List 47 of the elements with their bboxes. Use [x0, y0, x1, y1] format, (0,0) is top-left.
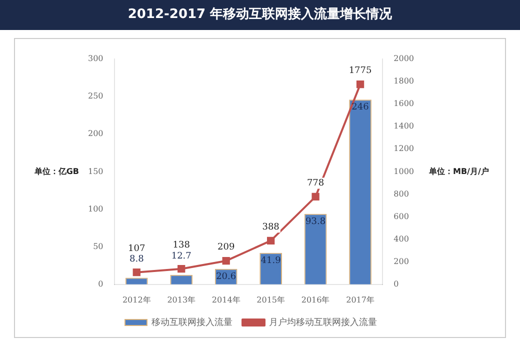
point — [356, 80, 364, 88]
data-label: 388 — [262, 222, 280, 233]
x-tick-label: 2013年 — [167, 295, 196, 304]
x-tick-label: 2017年 — [346, 295, 374, 304]
x-tick-label: 2016年 — [301, 295, 330, 304]
point — [132, 268, 140, 276]
y2-tick-label: 400 — [394, 234, 409, 244]
data-label: 12.7 — [171, 252, 192, 262]
y-tick-label: 50 — [93, 242, 104, 251]
legend-label: 月户均移动互联网接入流量 — [269, 316, 377, 328]
y-axis-title: 单位：亿GB — [33, 166, 79, 176]
data-label: 20.6 — [216, 272, 236, 282]
y-tick-label: 200 — [88, 129, 104, 138]
y2-tick-label: 2000 — [394, 54, 414, 64]
y-tick-label: 100 — [88, 204, 104, 214]
y-tick-label: 250 — [88, 92, 104, 101]
y2-tick-label: 600 — [394, 212, 409, 221]
y-tick-label: 150 — [88, 166, 104, 176]
x-tick-label: 2015年 — [256, 295, 285, 304]
y-tick-label: 0 — [98, 279, 104, 288]
y2-tick-label: 200 — [394, 256, 409, 266]
y2-tick-label: 1600 — [394, 99, 414, 108]
y2-axis-title: 单位：MB/月/户 — [428, 166, 489, 176]
data-label: 778 — [306, 178, 324, 189]
data-label: 209 — [217, 242, 235, 253]
point — [178, 265, 186, 273]
point — [266, 236, 275, 244]
data-label: 246 — [352, 102, 370, 112]
y-tick-label: 300 — [88, 54, 104, 64]
data-label: 8.8 — [129, 254, 144, 265]
y2-tick-label: 800 — [394, 189, 409, 198]
data-label: 107 — [128, 244, 146, 254]
data-label: 138 — [172, 240, 190, 251]
y2-tick-label: 1200 — [394, 144, 414, 154]
legend-label: 移动互联网接入流量 — [152, 316, 232, 328]
data-label: 1775 — [348, 66, 372, 76]
data-label: 41.9 — [260, 256, 282, 266]
x-tick-label: 2014年 — [212, 295, 240, 304]
chart-title: 2012-2017 年移动互联网接入流量增长情况 — [0, 0, 520, 30]
data-label: 93.8 — [306, 216, 326, 227]
y2-tick-label: 1800 — [394, 76, 414, 86]
y2-tick-label: 0 — [394, 279, 399, 288]
y2-tick-label: 1000 — [394, 166, 414, 176]
x-tick-label: 2012年 — [122, 295, 151, 304]
point — [222, 257, 230, 265]
y2-tick-label: 1400 — [394, 122, 414, 131]
point — [312, 192, 320, 201]
